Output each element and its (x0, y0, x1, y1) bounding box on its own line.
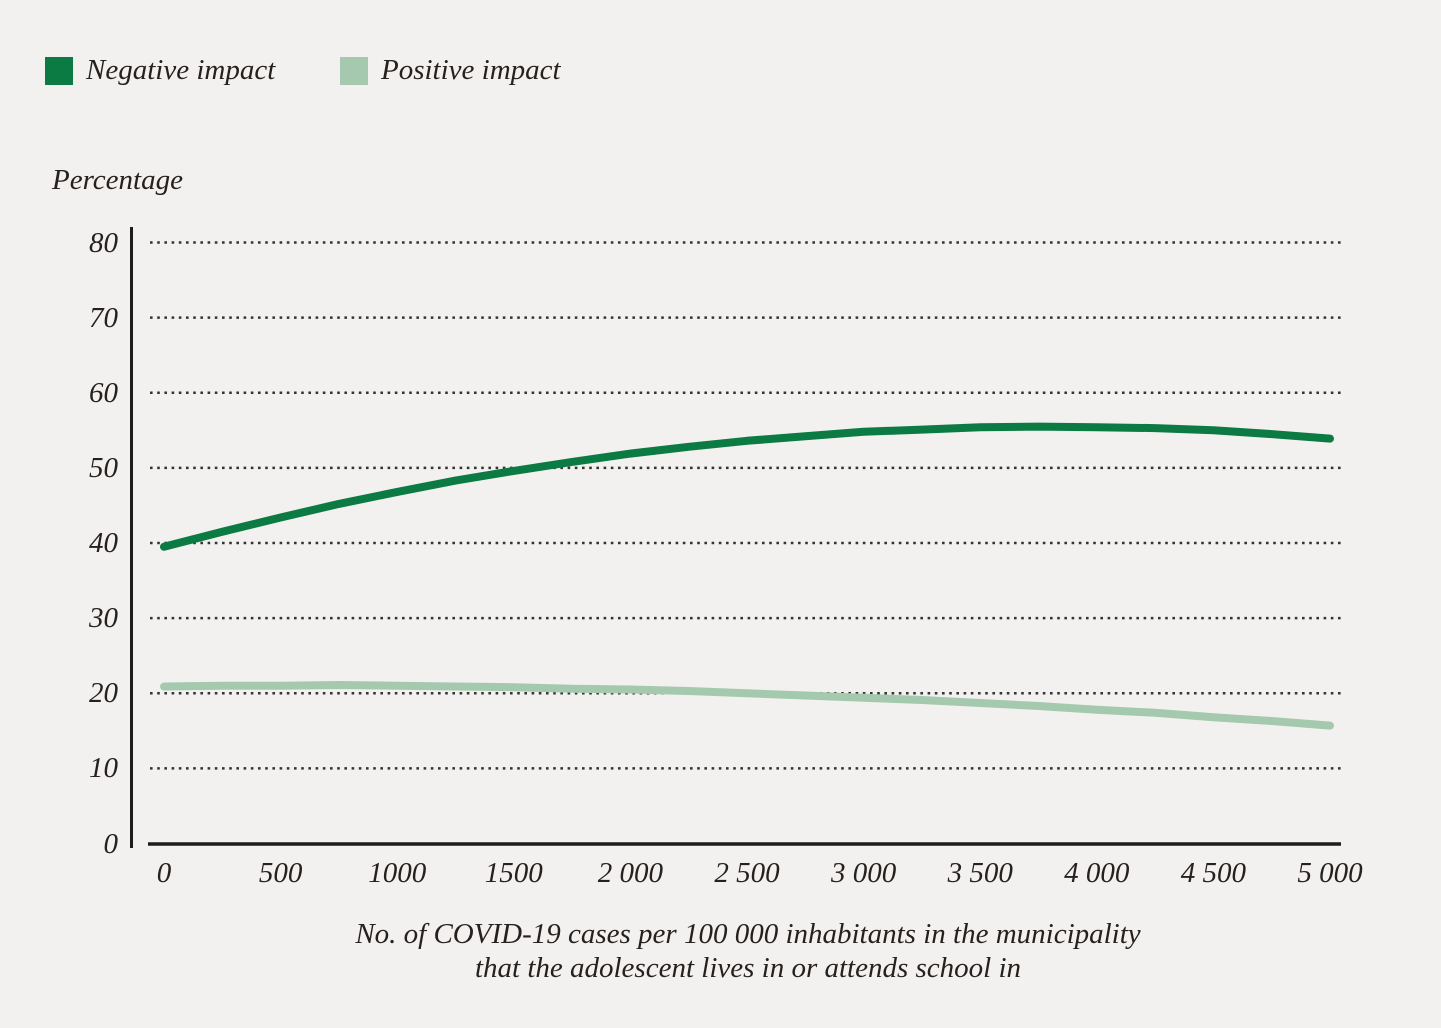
positive-impact-line (160, 681, 1334, 730)
y-tick-label: 80 (89, 226, 118, 259)
x-tick-label: 1500 (484, 857, 543, 889)
x-tick-label: 3 000 (830, 857, 897, 889)
y-tick-label: 60 (89, 376, 118, 409)
negative-impact-line (160, 422, 1334, 551)
x-tick-label: 4 000 (1064, 857, 1130, 889)
x-tick-label: 4 500 (1180, 857, 1247, 889)
x-tick-label: 500 (258, 857, 303, 889)
legend-item-positive-impact: Positive impact (340, 54, 561, 87)
x-tick-label: 2 500 (714, 857, 780, 889)
positive-impact-swatch (340, 56, 368, 85)
negative-impact-swatch (45, 56, 73, 85)
y-tick-label: 40 (89, 527, 118, 559)
y-axis-title: Percentage (52, 164, 183, 196)
x-tick-label: 2 000 (597, 857, 664, 889)
y-tick-label: 30 (89, 602, 118, 635)
y-tick-label: 50 (89, 451, 118, 484)
x-tick-label: 0 (156, 857, 172, 889)
legend-item-negative-impact: Negative impact (45, 54, 275, 87)
y-tick-label: 20 (89, 677, 118, 710)
legend-label: Positive impact (381, 54, 561, 86)
y-tick-label: 10 (89, 752, 118, 785)
x-axis-title: No. of COVID-19 cases per 100 000 inhabi… (164, 917, 1332, 985)
x-axis-title-line1: No. of COVID-19 cases per 100 000 inhabi… (355, 918, 1141, 950)
legend-label: Negative impact (86, 54, 276, 86)
x-tick-label: 3 500 (947, 857, 1013, 889)
y-tick-label: 70 (89, 301, 118, 334)
x-axis-title-line2: that the adolescent lives in or attends … (474, 952, 1022, 984)
x-tick-label: 1000 (368, 857, 427, 889)
x-tick-label: 5 000 (1297, 857, 1363, 889)
y-tick-label: 0 (103, 827, 119, 860)
